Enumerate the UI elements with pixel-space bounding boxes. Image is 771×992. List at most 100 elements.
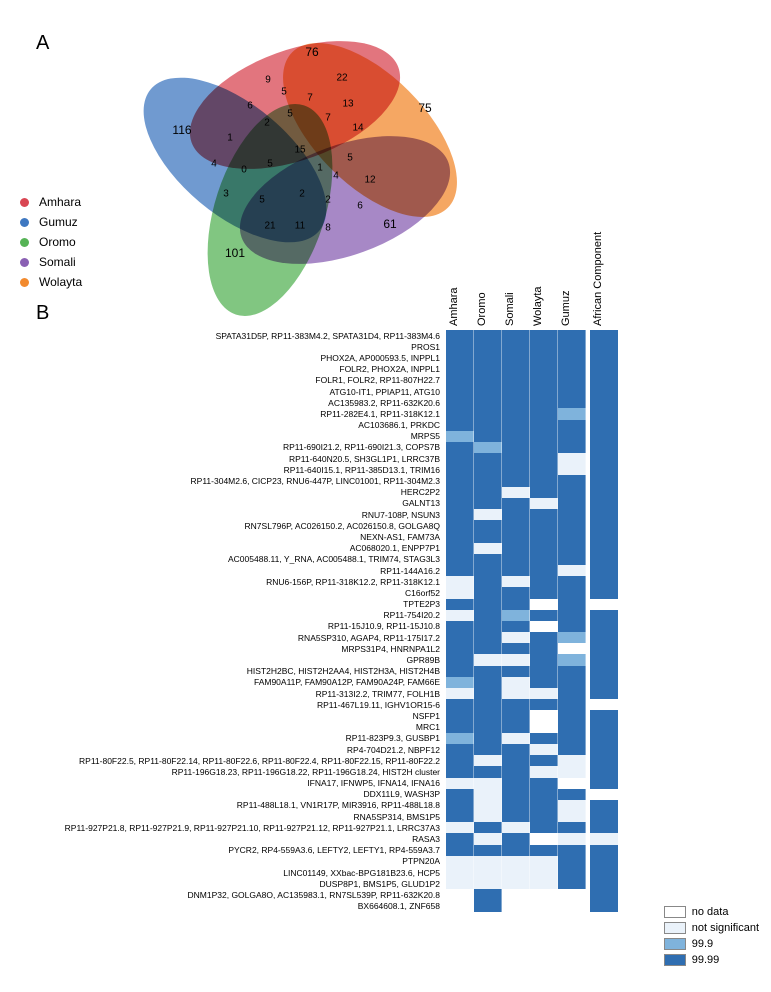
- heatmap-cell: [502, 543, 530, 554]
- heatmap-cell: [590, 867, 618, 878]
- heatmap-cell: [590, 632, 618, 643]
- heatmap-row: RP11-754I20.2: [40, 610, 618, 621]
- heatmap-cell: [446, 677, 474, 688]
- heatmap-cell: [530, 509, 558, 520]
- heatmap-cell: [590, 509, 618, 520]
- venn-legend-item: Oromo: [20, 232, 82, 252]
- heatmap-cell: [558, 755, 586, 766]
- heatmap-row-cells: [446, 878, 618, 889]
- heatmap-cell: [530, 464, 558, 475]
- heatmap-cell: [502, 498, 530, 509]
- heatmap-cell: [530, 565, 558, 576]
- heatmap-row: RP11-467L19.11, IGHV1OR15-6: [40, 699, 618, 710]
- legend-dot-icon: [20, 278, 29, 287]
- heatmap-row: PYCR2, RP4-559A3.6, LEFTY2, LEFTY1, RP4-…: [40, 845, 618, 856]
- heatmap-row: MRC1: [40, 722, 618, 733]
- heatmap-cell: [530, 845, 558, 856]
- heatmap-row-cells: [446, 677, 618, 688]
- heatmap-row-cells: [446, 643, 618, 654]
- venn-count: 7: [307, 93, 313, 104]
- heatmap-cell: [530, 878, 558, 889]
- heatmap-cell: [590, 744, 618, 755]
- heatmap-cell: [558, 654, 586, 665]
- venn-diagram: 7611610161759572213625714115540514123522…: [110, 10, 470, 280]
- heatmap-column-header: Somali: [504, 292, 516, 326]
- legend-dot-icon: [20, 238, 29, 247]
- heatmap-cell: [590, 722, 618, 733]
- heatmap-cell: [590, 475, 618, 486]
- heatmap-cell: [502, 453, 530, 464]
- heatmap-cell: [530, 543, 558, 554]
- heatmap-cell: [530, 364, 558, 375]
- heatmap-cell: [474, 833, 502, 844]
- heatmap-row-label: AC103686.1, PRKDC: [40, 420, 446, 430]
- heatmap-row: AC005488.11, Y_RNA, AC005488.1, TRIM74, …: [40, 554, 618, 565]
- heatmap-cell: [502, 800, 530, 811]
- heatmap-cell: [590, 610, 618, 621]
- heatmap-cell: [446, 341, 474, 352]
- heatmap-row-cells: [446, 889, 618, 900]
- heatmap-row: RP11-196G18.23, RP11-196G18.22, RP11-196…: [40, 766, 618, 777]
- heatmap-cell: [558, 800, 586, 811]
- heatmap-row-cells: [446, 352, 618, 363]
- heatmap-row: RNU6-156P, RP11-318K12.2, RP11-318K12.1: [40, 576, 618, 587]
- heatmap-cell: [502, 408, 530, 419]
- heatmap-cell: [446, 710, 474, 721]
- heatmap-row-cells: [446, 364, 618, 375]
- heatmap-row-cells: [446, 722, 618, 733]
- heatmap-cell: [474, 375, 502, 386]
- heatmap-cell: [502, 554, 530, 565]
- heatmap-cell: [590, 352, 618, 363]
- heatmap-cell: [590, 800, 618, 811]
- heatmap-row: AC135983.2, RP11-632K20.6: [40, 397, 618, 408]
- heatmap-row-label: AC135983.2, RP11-632K20.6: [40, 398, 446, 408]
- heatmap-row-cells: [446, 811, 618, 822]
- heatmap-cell: [590, 431, 618, 442]
- venn-count: 2: [264, 118, 270, 129]
- heatmap-rows: SPATA31D5P, RP11-383M4.2, SPATA31D4, RP1…: [40, 330, 618, 912]
- heatmap-cell: [474, 755, 502, 766]
- heatmap-row-label: AC005488.11, Y_RNA, AC005488.1, TRIM74, …: [40, 554, 446, 564]
- heatmap-row: FOLR1, FOLR2, RP11-807H22.7: [40, 375, 618, 386]
- heatmap-row-cells: [446, 901, 618, 912]
- heatmap-cell: [590, 408, 618, 419]
- heatmap-row: RP4-704D21.2, NBPF12: [40, 744, 618, 755]
- heatmap-row-label: RASA3: [40, 834, 446, 844]
- venn-count: 2: [299, 189, 305, 200]
- venn-count: 4: [211, 159, 217, 170]
- heatmap-cell: [590, 576, 618, 587]
- heatmap-cell: [474, 744, 502, 755]
- heatmap-cell: [502, 722, 530, 733]
- heatmap-cell: [590, 901, 618, 912]
- heatmap-cell: [474, 498, 502, 509]
- heatmap-cell: [530, 822, 558, 833]
- heatmap-cell: [474, 666, 502, 677]
- heatmap-row: PTPN20A: [40, 856, 618, 867]
- heatmap-cell: [502, 610, 530, 621]
- heatmap-cell: [530, 397, 558, 408]
- heatmap-row-label: PHOX2A, AP000593.5, INPPL1: [40, 353, 446, 363]
- heatmap-cell: [502, 889, 530, 900]
- heatmap-cell: [502, 632, 530, 643]
- heatmap-cell: [446, 822, 474, 833]
- heatmap-row-cells: [446, 833, 618, 844]
- heatmap-cell: [530, 453, 558, 464]
- heatmap-row-cells: [446, 610, 618, 621]
- heatmap-column-header: Wolayta: [532, 286, 544, 326]
- heatmap-row-label: FAM90A11P, FAM90A12P, FAM90A24P, FAM66E: [40, 677, 446, 687]
- heatmap-cell: [502, 475, 530, 486]
- heatmap-cell: [558, 599, 586, 610]
- heatmap-cell: [446, 666, 474, 677]
- heatmap-cell: [558, 845, 586, 856]
- heatmap-row-label: IFNA17, IFNWP5, IFNA14, IFNA16: [40, 778, 446, 788]
- heatmap-cell: [530, 352, 558, 363]
- heatmap-legend-item: 99.99: [664, 952, 759, 968]
- heatmap-row-cells: [446, 587, 618, 598]
- heatmap-cell: [474, 576, 502, 587]
- heatmap-cell: [558, 487, 586, 498]
- heatmap-cell: [558, 643, 586, 654]
- heatmap-row-cells: [446, 408, 618, 419]
- heatmap-row: DUSP8P1, BMS1P5, GLUD1P2: [40, 878, 618, 889]
- heatmap-cell: [474, 621, 502, 632]
- heatmap-cell: [474, 386, 502, 397]
